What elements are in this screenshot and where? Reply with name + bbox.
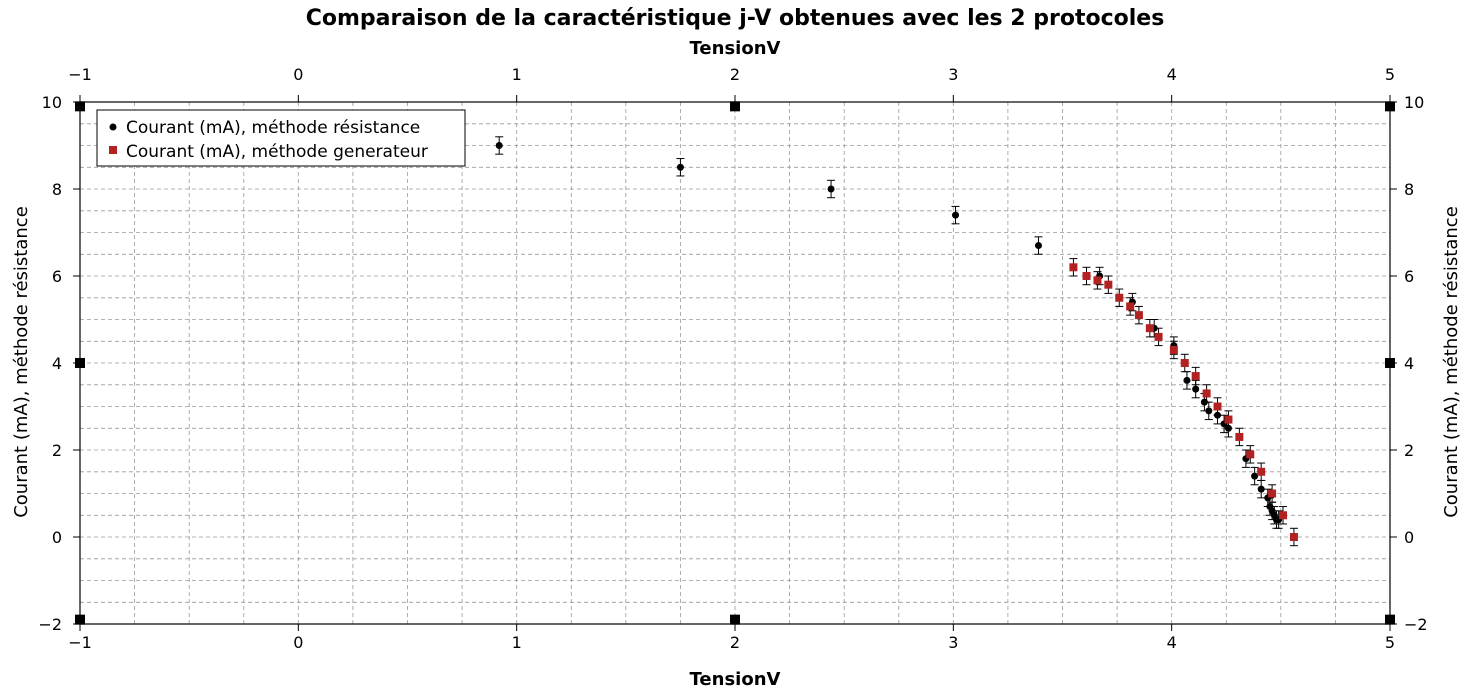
x-tick-label-top: 0 xyxy=(293,65,303,84)
data-point xyxy=(1202,389,1211,398)
data-point xyxy=(1257,467,1266,476)
axis-ticks: −1 −1 0 0 1 1 2 2 3 3 4 4 5 5 −2 −2 0 0 2 2 4 4 6 6 8 8 10 10 xyxy=(38,65,1427,652)
data-point xyxy=(1235,432,1244,441)
y-tick-label-right: 8 xyxy=(1404,180,1414,199)
x-tick-label-top: 1 xyxy=(512,65,522,84)
data-point xyxy=(1279,511,1288,520)
x-tick-label-bottom: −1 xyxy=(68,633,92,652)
x-tick-label-bottom: 5 xyxy=(1385,633,1395,652)
chart-title: Comparaison de la caractéristique j-V ob… xyxy=(306,6,1165,31)
legend-marker-generateur xyxy=(109,146,117,154)
data-point xyxy=(1069,263,1078,272)
data-point xyxy=(1191,372,1200,381)
grid xyxy=(79,101,1391,625)
data-point xyxy=(1134,311,1143,320)
data-point xyxy=(1034,242,1042,250)
y-tick-label-left: 2 xyxy=(52,441,62,460)
y-tick-label-right: 0 xyxy=(1404,528,1414,547)
edge-marker xyxy=(75,358,85,368)
edge-marker xyxy=(730,101,740,112)
y-tick-label-left: 8 xyxy=(52,180,62,199)
edge-marker xyxy=(75,614,85,625)
x-tick-label-top: −1 xyxy=(68,65,92,84)
data-point xyxy=(1251,472,1259,480)
data-point xyxy=(676,163,684,171)
data-point xyxy=(1289,533,1298,541)
data-point xyxy=(1126,302,1135,311)
data-point xyxy=(1115,293,1124,302)
edge-marker xyxy=(1385,101,1395,112)
legend-box xyxy=(96,109,466,167)
data-point xyxy=(1180,359,1189,367)
x-tick-label-bottom: 1 xyxy=(512,633,522,652)
y-tick-label-left: 6 xyxy=(52,267,62,286)
x-tick-label-top: 3 xyxy=(948,65,958,84)
x-tick-label-bottom: 0 xyxy=(293,633,303,652)
data-point xyxy=(1082,272,1091,280)
y-axis-title-left: Courant (mA), méthode résistance xyxy=(11,206,32,518)
data-point xyxy=(1104,280,1113,289)
x-tick-label-top: 2 xyxy=(730,65,740,84)
corner-markers xyxy=(75,101,1395,625)
data-point xyxy=(1183,376,1191,384)
data-point xyxy=(1093,276,1102,285)
legend: Courant (mA), méthode résistance Courant… xyxy=(96,109,466,167)
data-point xyxy=(1224,415,1233,424)
edge-marker xyxy=(1385,614,1395,625)
y-tick-label-right: 10 xyxy=(1404,93,1424,112)
y-tick-label-left: 0 xyxy=(52,528,62,547)
y-axis-title-right: Courant (mA), méthode résistance xyxy=(1441,206,1462,518)
data-point xyxy=(1192,385,1200,393)
data-point xyxy=(1213,402,1222,411)
y-tick-label-left: 10 xyxy=(42,93,62,112)
data-point xyxy=(1246,450,1255,459)
data-point xyxy=(1169,345,1178,354)
legend-label-resistance: Courant (mA), méthode résistance xyxy=(126,118,420,138)
edge-marker xyxy=(75,101,85,112)
y-tick-label-right: 4 xyxy=(1404,354,1414,373)
x-axis-title-top: TensionV xyxy=(690,38,781,59)
x-tick-label-top: 4 xyxy=(1167,65,1177,84)
series-resistance xyxy=(298,114,1283,529)
series-generateur xyxy=(1069,258,1298,547)
x-tick-label-top: 5 xyxy=(1385,65,1395,84)
x-tick-label-bottom: 2 xyxy=(730,633,740,652)
edge-marker xyxy=(1385,358,1395,368)
data-point xyxy=(495,142,503,149)
x-axis-title-bottom: TensionV xyxy=(690,669,781,689)
y-tick-label-right: 2 xyxy=(1404,441,1414,460)
data-point xyxy=(1257,485,1265,493)
legend-label-generateur: Courant (mA), méthode generateur xyxy=(126,142,428,162)
x-tick-label-bottom: 4 xyxy=(1167,633,1177,652)
y-tick-label-left: 4 xyxy=(52,354,62,373)
edge-marker xyxy=(730,614,740,625)
x-tick-label-bottom: 3 xyxy=(948,633,958,652)
y-tick-label-right: −2 xyxy=(1404,615,1428,634)
data-point xyxy=(1154,332,1163,341)
data-series xyxy=(298,114,1298,547)
data-point xyxy=(1205,407,1213,415)
data-point xyxy=(827,185,835,193)
y-tick-label-right: 6 xyxy=(1404,267,1414,286)
data-point xyxy=(952,211,960,219)
legend-marker-resistance xyxy=(109,123,117,131)
data-point xyxy=(1145,324,1154,333)
y-tick-label-left: −2 xyxy=(38,615,62,634)
data-point xyxy=(1268,489,1277,498)
